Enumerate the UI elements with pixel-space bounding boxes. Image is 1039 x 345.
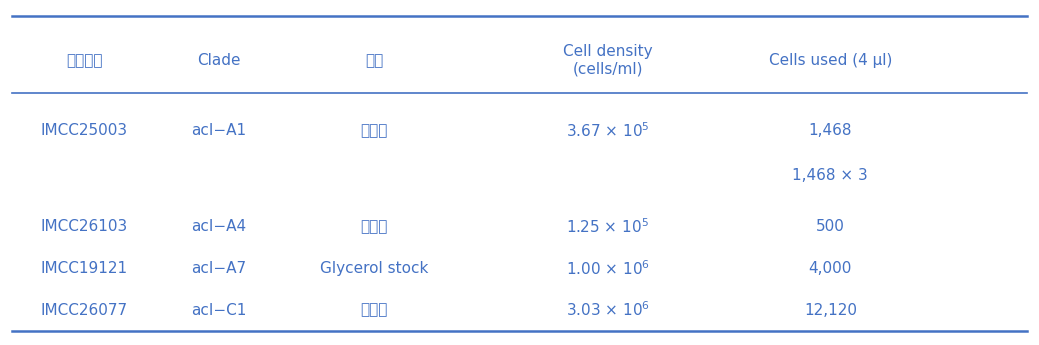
Text: 균주번호: 균주번호 bbox=[66, 53, 103, 68]
Text: 배양액: 배양액 bbox=[361, 124, 389, 138]
Text: 1,468: 1,468 bbox=[808, 124, 852, 138]
Text: Glycerol stock: Glycerol stock bbox=[320, 261, 429, 276]
Text: 4,000: 4,000 bbox=[808, 261, 852, 276]
Text: 1.25 × 10$^{5}$: 1.25 × 10$^{5}$ bbox=[566, 217, 649, 236]
Text: 3.03 × 10$^{6}$: 3.03 × 10$^{6}$ bbox=[565, 301, 649, 319]
Text: 배양액: 배양액 bbox=[361, 303, 389, 317]
Text: 500: 500 bbox=[816, 219, 845, 234]
Text: 3.67 × 10$^{5}$: 3.67 × 10$^{5}$ bbox=[565, 121, 649, 140]
Text: 1.00 × 10$^{6}$: 1.00 × 10$^{6}$ bbox=[565, 259, 649, 278]
Text: Cells used (4 μl): Cells used (4 μl) bbox=[769, 53, 893, 68]
Text: IMCC26103: IMCC26103 bbox=[41, 219, 128, 234]
Text: acI−A4: acI−A4 bbox=[191, 219, 246, 234]
Text: 시료: 시료 bbox=[366, 53, 383, 68]
Text: 12,120: 12,120 bbox=[804, 303, 857, 317]
Text: acI−C1: acI−C1 bbox=[191, 303, 246, 317]
Text: acI−A1: acI−A1 bbox=[191, 124, 246, 138]
Text: Cell density
(cells/ml): Cell density (cells/ml) bbox=[563, 45, 652, 77]
Text: Clade: Clade bbox=[197, 53, 241, 68]
Text: IMCC26077: IMCC26077 bbox=[41, 303, 128, 317]
Text: IMCC19121: IMCC19121 bbox=[41, 261, 128, 276]
Text: 배양액: 배양액 bbox=[361, 219, 389, 234]
Text: acI−A7: acI−A7 bbox=[191, 261, 246, 276]
Text: IMCC25003: IMCC25003 bbox=[41, 124, 128, 138]
Text: 1,468 × 3: 1,468 × 3 bbox=[793, 168, 869, 183]
